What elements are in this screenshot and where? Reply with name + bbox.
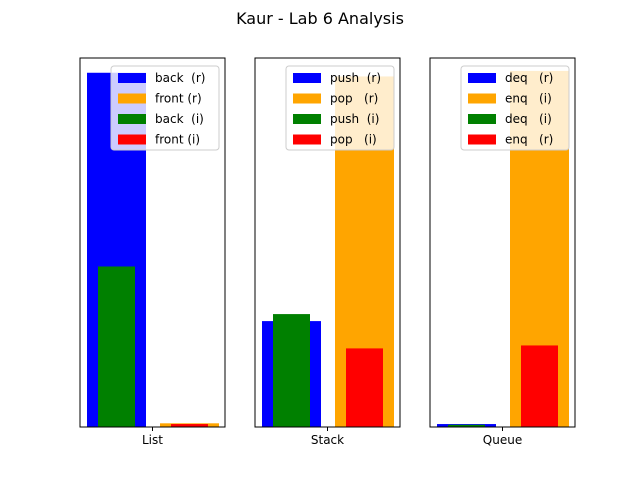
legend-entry-label: deq (i): [505, 112, 552, 126]
legend-swatch: [293, 114, 321, 124]
bar-stack-2: [273, 314, 310, 427]
legend-swatch: [118, 114, 146, 124]
legend-entry-label: pop (r): [330, 92, 378, 106]
subplot-stack: Stack push (r) pop (r) push (i) pop (i): [254, 57, 401, 447]
x-tick-label: Stack: [311, 433, 344, 447]
legend-box: [285, 65, 395, 151]
legend-swatch: [293, 134, 321, 145]
legend-entry-label: deq (r): [505, 71, 553, 85]
legend-entry-label: front (i): [155, 133, 200, 147]
legend-swatch: [118, 73, 146, 83]
legend-swatch: [118, 93, 146, 104]
subplot-queue: Queue deq (r) enq (i) deq (i) enq (r): [429, 57, 576, 447]
legend-swatch: [468, 93, 496, 104]
legend: back (r) front (r) back (i) front (i): [110, 65, 220, 151]
legend-swatch: [118, 134, 146, 145]
legend-entry-label: back (i): [155, 112, 204, 126]
bar-list-3: [171, 424, 208, 427]
legend-swatch: [468, 134, 496, 145]
legend: push (r) pop (r) push (i) pop (i): [285, 65, 395, 151]
subplots: List back (r) front (r) back (i) front (i) St…: [79, 57, 576, 447]
x-tick-label: List: [142, 433, 163, 447]
x-tick-label: Queue: [483, 433, 522, 447]
legend-swatch: [293, 73, 321, 83]
legend-entry-label: back (r): [155, 71, 205, 85]
bar-queue-2: [448, 424, 485, 427]
legend-entry-label: push (r): [330, 71, 381, 85]
subplot-list: List back (r) front (r) back (i) front (i): [79, 57, 226, 447]
bar-queue-3: [521, 345, 558, 427]
legend-entry-label: enq (r): [505, 133, 553, 147]
bar-stack-3: [346, 348, 383, 427]
figure-title: Kaur - Lab 6 Analysis: [236, 9, 404, 28]
legend-box: [460, 65, 570, 151]
legend-box: [110, 65, 220, 151]
legend-entry-label: pop (i): [330, 133, 377, 147]
legend-entry-label: front (r): [155, 92, 202, 106]
legend-entry-label: enq (i): [505, 92, 552, 106]
legend-entry-label: push (i): [330, 112, 379, 126]
legend-swatch: [468, 114, 496, 124]
legend-swatch: [293, 93, 321, 104]
legend-swatch: [468, 73, 496, 83]
legend: deq (r) enq (i) deq (i) enq (r): [460, 65, 570, 151]
bar-list-2: [98, 266, 135, 427]
